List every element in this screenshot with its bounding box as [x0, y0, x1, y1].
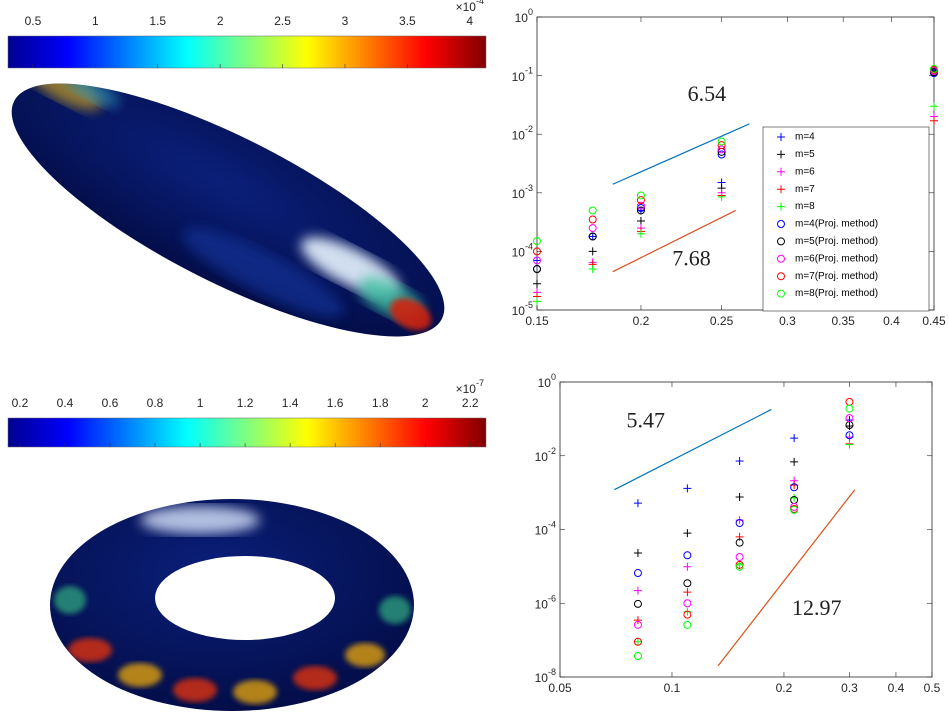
y-tick-label: 100	[538, 372, 556, 390]
y-tick-label: 10-3	[512, 183, 533, 201]
colorbar-tick-label: 2	[422, 396, 429, 410]
colorbar-tick-label: 1.8	[372, 396, 389, 410]
x-tick-label: 0.25	[710, 314, 734, 328]
legend-label: m=8	[795, 201, 815, 212]
x-tick-label: 0.5	[924, 681, 941, 695]
colorbar-tick-label: 1	[92, 14, 99, 28]
torus-surface	[50, 499, 414, 711]
legend-label: m=7	[795, 184, 815, 195]
x-tick-label: 0.05	[548, 681, 572, 695]
x-tick-label: 0.2	[633, 314, 650, 328]
y-tick-label: 100	[515, 7, 533, 25]
x-tick-label: 0.4	[888, 681, 905, 695]
legend: m=4 m=5 m=6 m=7 m=8 m=4(Proj. method) m=5(Proj…	[763, 127, 929, 311]
colorbar-tick-label: 1.5	[149, 14, 166, 28]
colorbar-tick-label: 1	[197, 396, 204, 410]
colorbar-tick-label: 0.4	[57, 396, 74, 410]
colorbar-tick-label: 1.2	[237, 396, 254, 410]
colorbar-tick-label: 0.5	[25, 14, 42, 28]
y-tick-label: 10-2	[535, 446, 556, 464]
colorbar-tick-label: 1.6	[327, 396, 344, 410]
y-tick-label: 10-2	[512, 125, 533, 143]
legend-label: m=7(Proj. method)	[795, 271, 878, 282]
plot-area	[560, 382, 932, 677]
colorbar-tick-label: 0.2	[12, 396, 29, 410]
colorbar	[8, 418, 486, 447]
x-tick-label: 0.45	[922, 314, 946, 328]
x-tick-label: 0.2	[776, 681, 793, 695]
x-tick-label: 0.35	[832, 314, 856, 328]
legend-label: m=4	[795, 132, 815, 143]
legend-label: m=4(Proj. method)	[795, 219, 878, 230]
colorbar-tick-label: 3	[342, 14, 349, 28]
colorbar-tick-label: 1.4	[282, 396, 299, 410]
colorbar-tick-label: 2.5	[274, 14, 291, 28]
legend-label: m=5(Proj. method)	[795, 236, 878, 247]
colorbar-tick-label: 0.6	[102, 396, 119, 410]
colorbar-multiplier: ×10-4	[456, 0, 484, 14]
slope-annotation: 6.54	[688, 81, 727, 106]
slope-annotation: 5.47	[626, 407, 665, 432]
colorbar	[8, 36, 486, 68]
x-tick-label: 0.3	[779, 314, 796, 328]
x-tick-label: 0.4	[883, 314, 900, 328]
colorbar-tick-label: 2.2	[462, 396, 479, 410]
page: {"chart_data": [ {"type": "colorbar", "c…	[0, 0, 949, 715]
legend-label: m=6(Proj. method)	[795, 253, 878, 264]
y-tick-label: 10-6	[535, 594, 556, 612]
legend-label: m=5	[795, 149, 815, 160]
x-tick-label: 0.1	[664, 681, 681, 695]
ellipsoid-surface	[0, 37, 475, 383]
colorbar-tick-label: 2	[217, 14, 224, 28]
slope-annotation: 12.97	[792, 595, 842, 620]
y-tick-label: 10-4	[535, 520, 556, 538]
x-tick-label: 0.15	[525, 314, 549, 328]
colorbar-tick-label: 4	[466, 14, 473, 28]
y-tick-label: 10-4	[512, 242, 533, 260]
y-tick-label: 10-1	[512, 66, 533, 84]
colorbar-multiplier: ×10-7	[456, 378, 484, 396]
legend-label: m=8(Proj. method)	[795, 288, 878, 299]
x-tick-label: 0.3	[841, 681, 858, 695]
colorbar-tick-label: 0.8	[147, 396, 164, 410]
colorbar-tick-label: 3.5	[399, 14, 416, 28]
slope-annotation: 7.68	[672, 246, 711, 271]
figure: 0.5 1 1.5 2 2.5 3 3.5 4×10-4 0.15 0.2 0.25 0.3 0.35 0…	[0, 0, 949, 715]
legend-label: m=6	[795, 166, 815, 177]
